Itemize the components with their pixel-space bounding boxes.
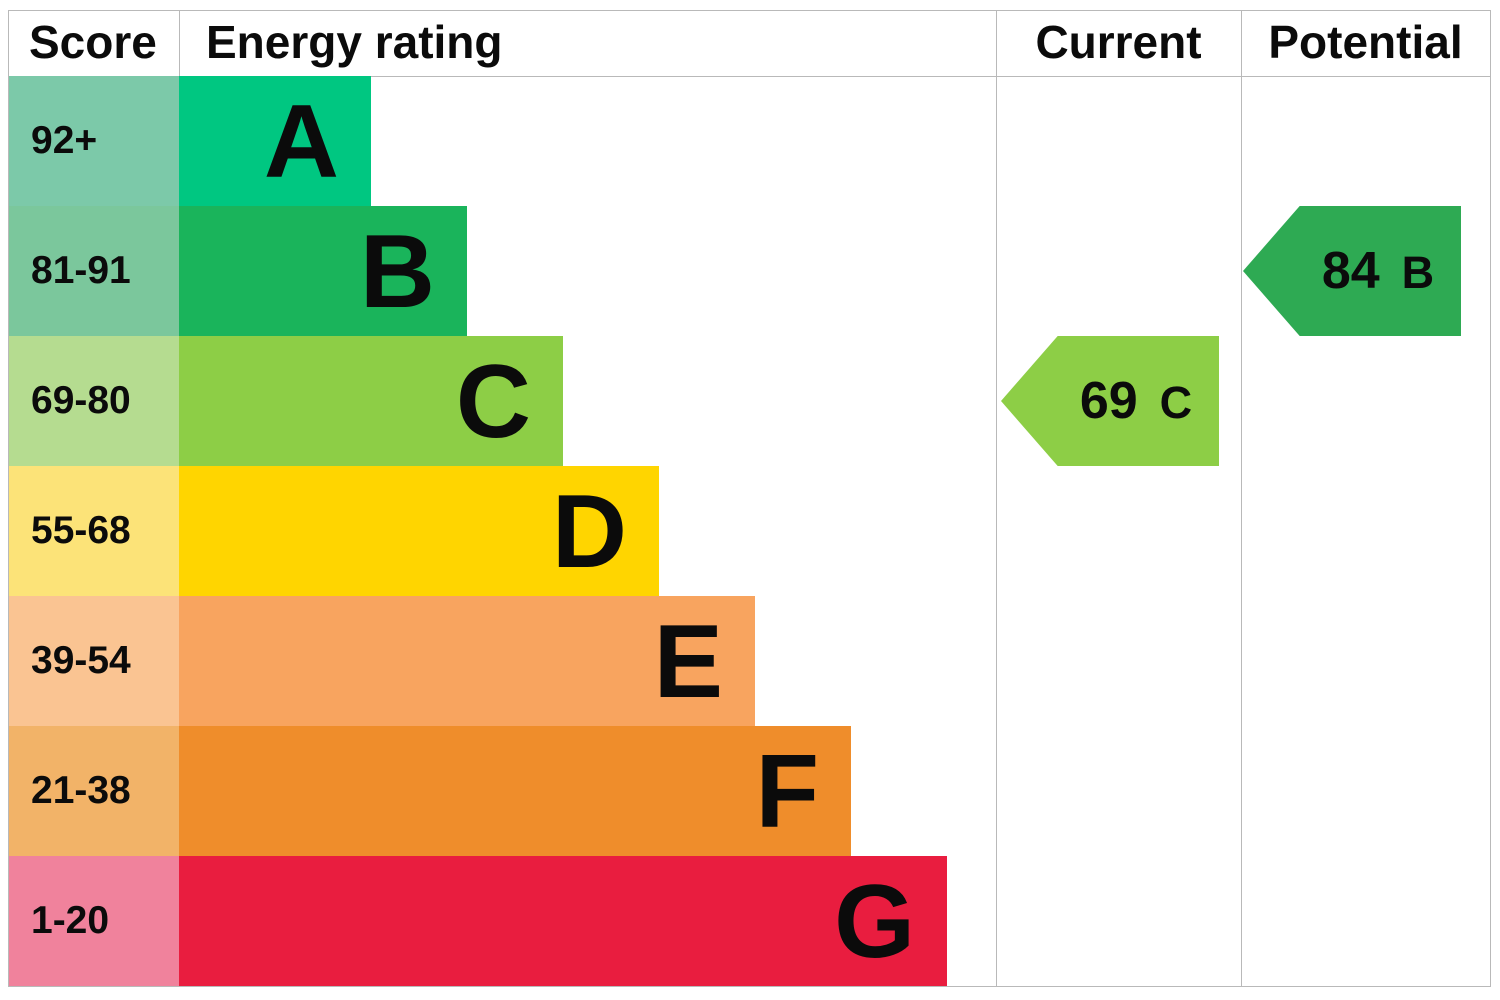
- potential-rating-value: 84: [1321, 242, 1380, 300]
- divider-current-column: [996, 11, 997, 986]
- potential-rating-arrow: 84 B: [1243, 206, 1461, 336]
- band-bar-G: G: [179, 856, 947, 986]
- epc-table: Score Energy rating Current Potential 92…: [8, 10, 1491, 987]
- band-score-G: 1-20: [9, 856, 179, 986]
- band-bar-F: F: [179, 726, 851, 856]
- current-rating-arrow: 69 C: [1001, 336, 1219, 466]
- band-score-F: 21-38: [9, 726, 179, 856]
- header-potential-label: Potential: [1268, 16, 1463, 68]
- band-score-D: 55-68: [9, 466, 179, 596]
- header-energy-rating: Energy rating: [179, 11, 1023, 76]
- divider-potential-column: [1241, 11, 1242, 986]
- header-current: Current: [996, 11, 1241, 76]
- band-bar-E: E: [179, 596, 755, 726]
- current-rating-band: C: [1159, 377, 1193, 428]
- band-bar-D: D: [179, 466, 659, 596]
- header-row: [9, 11, 1490, 77]
- divider-score-column: [179, 11, 180, 76]
- band-bar-B: B: [179, 206, 467, 336]
- band-bar-A: A: [179, 76, 371, 206]
- header-potential: Potential: [1241, 11, 1490, 76]
- header-energy-rating-label: Energy rating: [206, 16, 503, 68]
- band-score-E: 39-54: [9, 596, 179, 726]
- current-rating-value: 69: [1079, 372, 1138, 430]
- band-bar-C: C: [179, 336, 563, 466]
- potential-rating-band: B: [1401, 247, 1435, 298]
- band-score-C: 69-80: [9, 336, 179, 466]
- header-score-label: Score: [29, 16, 157, 68]
- header-score: Score: [9, 11, 199, 76]
- header-current-label: Current: [1035, 16, 1202, 68]
- band-score-A: 92+: [9, 76, 179, 206]
- band-score-B: 81-91: [9, 206, 179, 336]
